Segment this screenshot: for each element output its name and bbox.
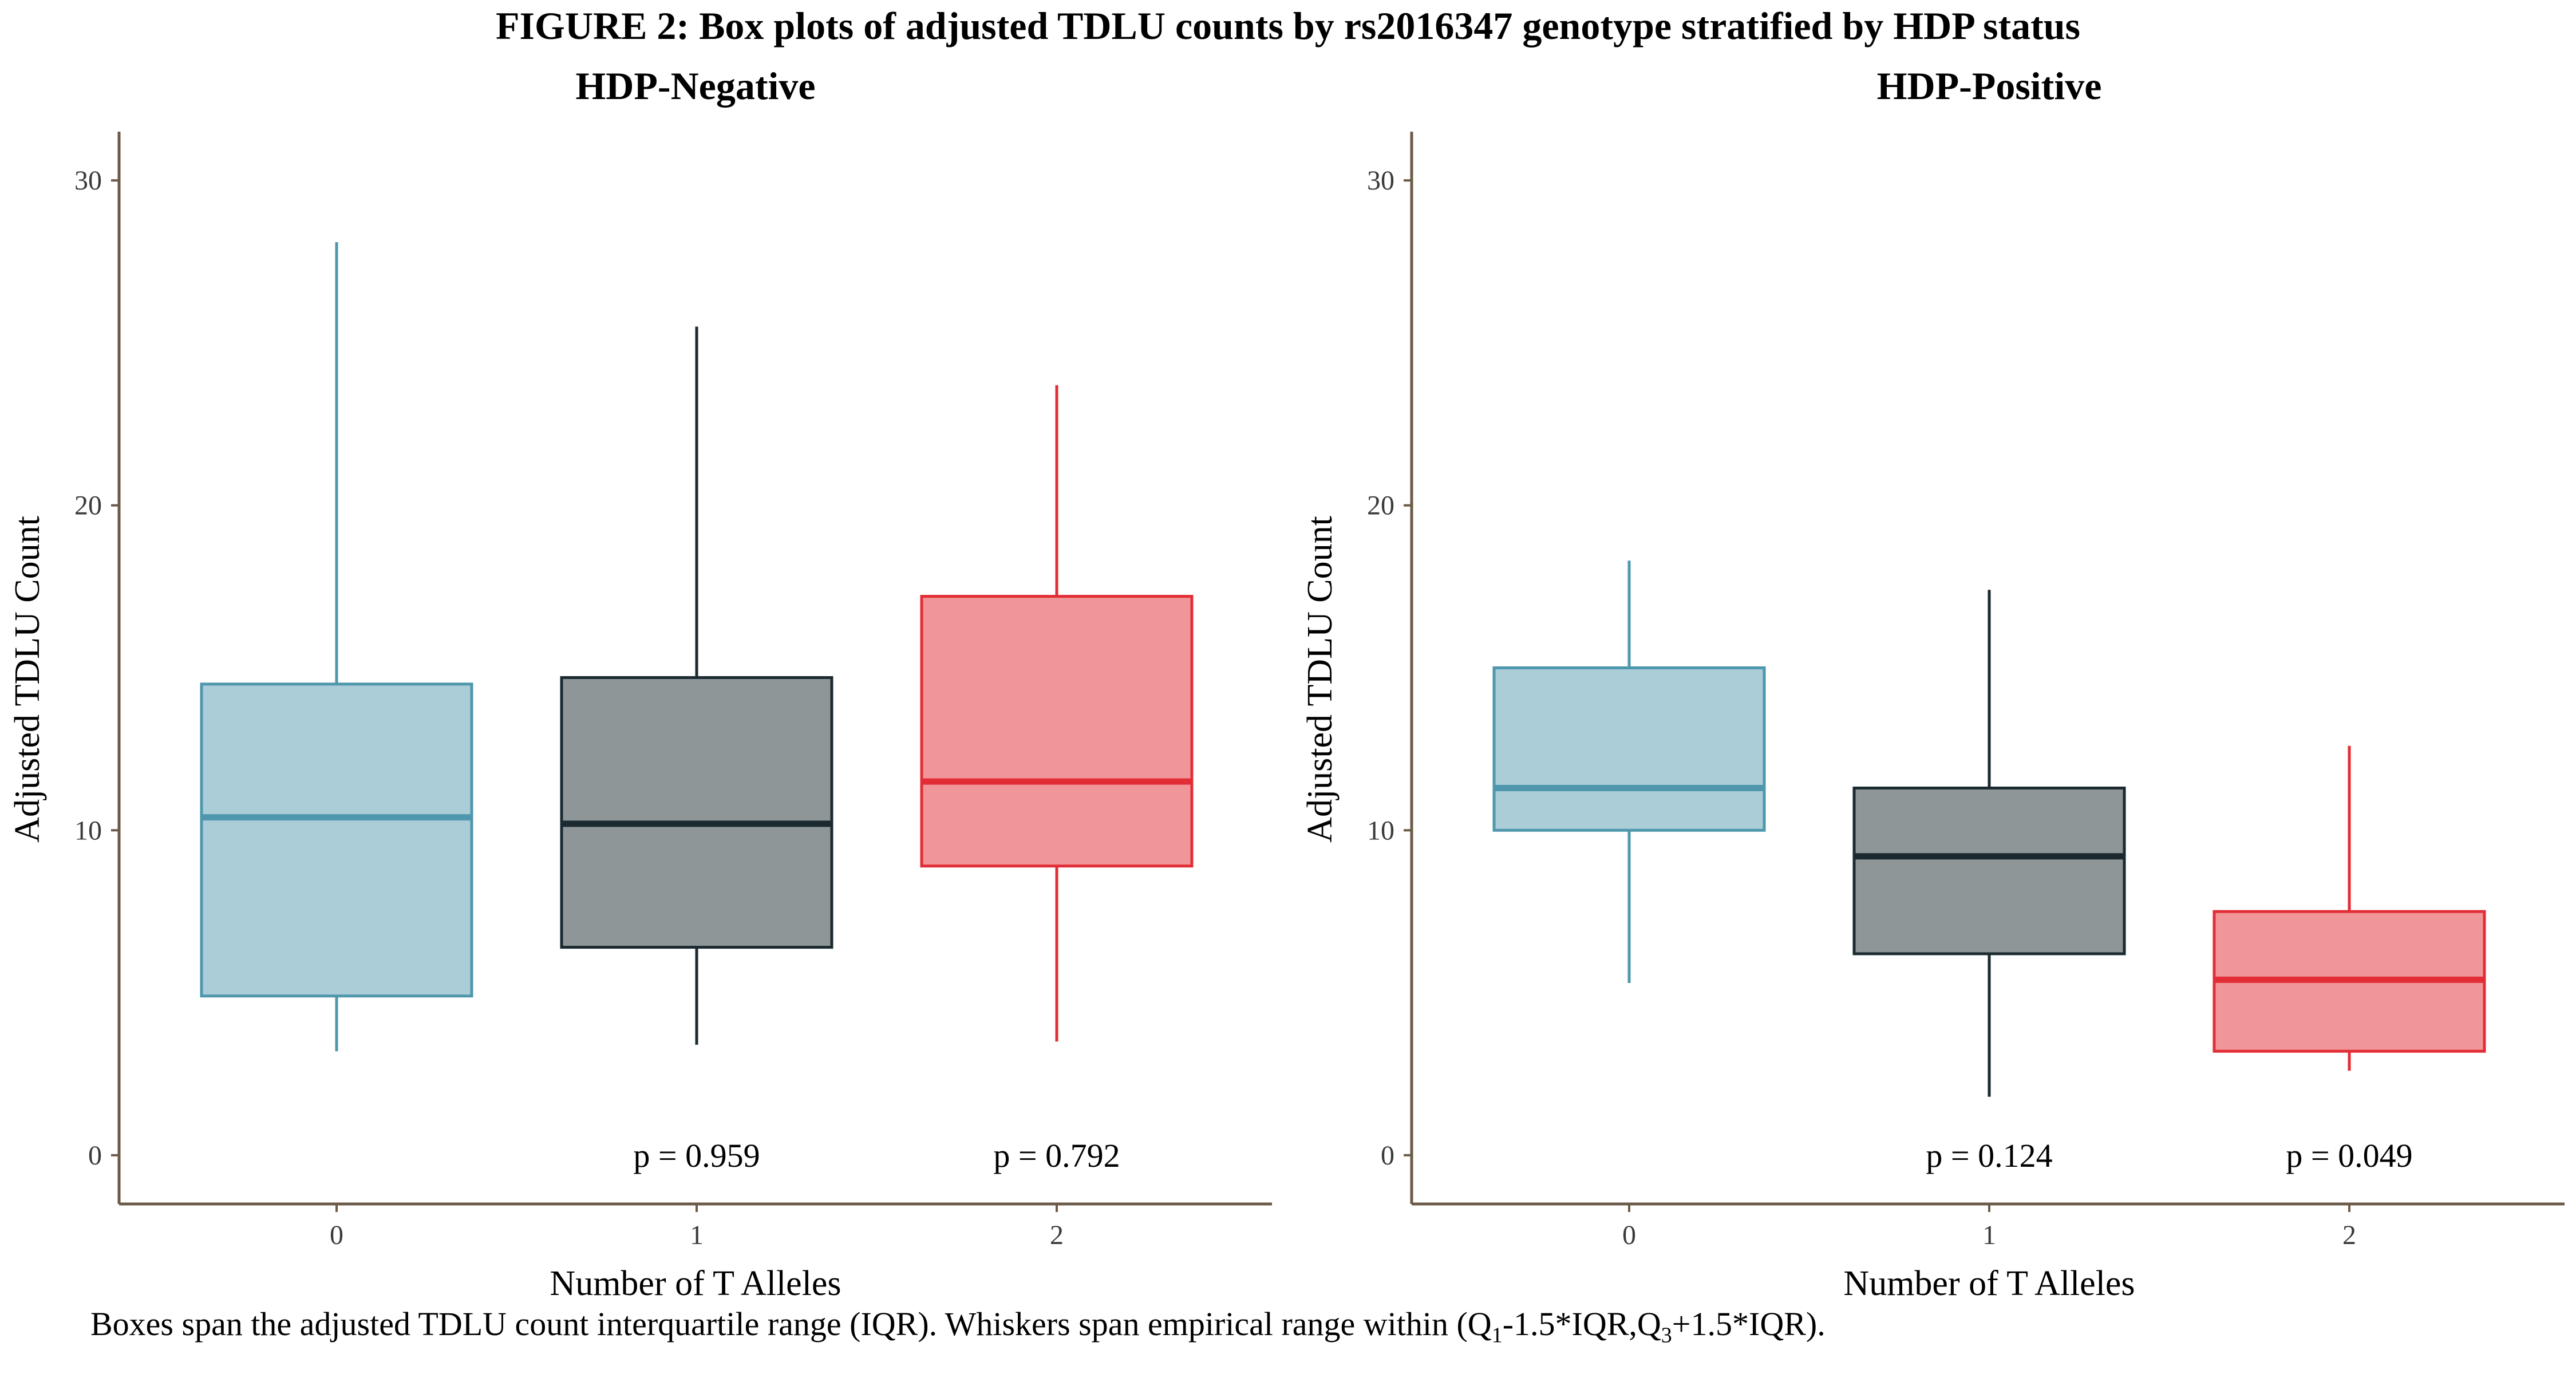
hdp-positive-y-tick-label: 10 [1367,815,1394,846]
hdp-positive-box-allele-0 [1492,666,1766,832]
hdp-negative-box-allele-1 [560,676,833,949]
hdp-positive-x-tick-label: 0 [1622,1220,1636,1250]
caption-text-post: +1.5*IQR). [1672,1305,1826,1343]
hdp-positive-x-tick-label: 1 [1982,1220,1996,1250]
hdp-negative-p-value-allele-2: p = 0.792 [993,1137,1120,1174]
hdp-positive-y-axis-title: Adjusted TDLU Count [1301,516,1340,843]
hdp-negative-x-tick-label: 1 [690,1220,704,1250]
hdp-negative-box-allele-0 [200,682,473,998]
hdp-negative-panel-title: HDP-Negative [575,64,815,108]
hdp-positive-x-axis-title: Number of T Alleles [1843,1264,2135,1303]
hdp-negative-y-tick-label: 10 [74,815,102,846]
figure-title: FIGURE 2: Box plots of adjusted TDLU cou… [495,4,2081,48]
hdp-negative-x-tick-label: 2 [1050,1220,1064,1250]
hdp-positive-box-allele-1 [1852,787,2126,956]
caption-sub-3: 3 [1661,1323,1672,1348]
hdp-positive-y-tick-label: 0 [1381,1140,1394,1171]
hdp-negative-x-tick-label: 0 [330,1220,343,1250]
hdp-positive-p-value-allele-2: p = 0.049 [2286,1137,2412,1174]
hdp-positive-p-value-allele-1: p = 0.124 [1926,1137,2052,1174]
hdp-negative-y-tick-label: 0 [88,1140,102,1171]
hdp-negative-y-tick-label: 30 [74,165,102,196]
hdp-negative-box-allele-2 [920,595,1194,868]
caption-sub-1: 1 [1491,1323,1503,1348]
hdp-negative-y-tick-label: 20 [74,491,102,521]
hdp-positive-y-tick-label: 30 [1367,165,1394,196]
hdp-negative-p-value-allele-1: p = 0.959 [633,1137,760,1174]
hdp-positive-panel-title: HDP-Positive [1877,64,2102,108]
hdp-negative-y-axis-title: Adjusted TDLU Count [8,516,47,843]
hdp-negative-x-axis-title: Number of T Alleles [550,1264,841,1303]
caption-text-pre: Boxes span the adjusted TDLU count inter… [90,1305,1492,1343]
hdp-positive-x-tick-label: 2 [2342,1220,2356,1250]
figure-caption: Boxes span the adjusted TDLU count inter… [90,1304,1826,1356]
hdp-positive-y-tick-label: 20 [1367,491,1394,521]
caption-text-mid: -1.5*IQR,Q [1502,1305,1661,1343]
